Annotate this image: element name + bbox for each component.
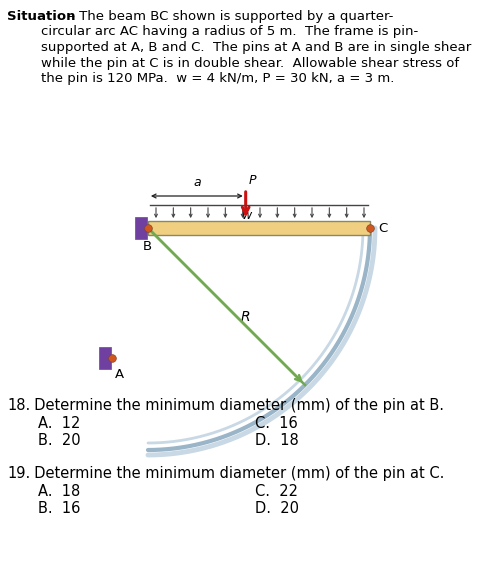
Bar bbox=[135, 217, 147, 239]
Bar bbox=[99, 347, 111, 369]
Text: B: B bbox=[142, 240, 151, 253]
Bar bbox=[148, 221, 370, 235]
Text: w: w bbox=[242, 209, 252, 222]
Text: the pin is 120 MPa.  w = 4 kN/m, P = 30 kN, a = 3 m.: the pin is 120 MPa. w = 4 kN/m, P = 30 k… bbox=[7, 72, 394, 85]
Text: B.  16: B. 16 bbox=[38, 501, 80, 516]
Text: while the pin at C is in double shear.  Allowable shear stress of: while the pin at C is in double shear. A… bbox=[7, 56, 459, 69]
Text: supported at A, B and C.  The pins at A and B are in single shear: supported at A, B and C. The pins at A a… bbox=[7, 41, 471, 54]
Text: Situation: Situation bbox=[7, 10, 75, 23]
Text: a: a bbox=[193, 176, 201, 189]
Text: 19.: 19. bbox=[7, 466, 30, 481]
Text: A: A bbox=[115, 368, 124, 381]
Text: D.  20: D. 20 bbox=[255, 501, 299, 516]
Text: A.  18: A. 18 bbox=[38, 484, 80, 499]
Text: B.  20: B. 20 bbox=[38, 433, 80, 448]
Text: 18.: 18. bbox=[7, 398, 30, 413]
Text: P: P bbox=[248, 174, 256, 187]
Text: circular arc AC having a radius of 5 m.  The frame is pin-: circular arc AC having a radius of 5 m. … bbox=[7, 25, 418, 38]
Text: C: C bbox=[378, 223, 387, 236]
Text: – The beam BC shown is supported by a quarter-: – The beam BC shown is supported by a qu… bbox=[64, 10, 393, 23]
Text: R: R bbox=[240, 311, 250, 324]
Text: Determine the minimum diameter (mm) of the pin at C.: Determine the minimum diameter (mm) of t… bbox=[25, 466, 444, 481]
Text: D.  18: D. 18 bbox=[255, 433, 299, 448]
Text: A.  12: A. 12 bbox=[38, 416, 80, 431]
Text: C.  22: C. 22 bbox=[255, 484, 298, 499]
Text: C.  16: C. 16 bbox=[255, 416, 298, 431]
Text: Determine the minimum diameter (mm) of the pin at B.: Determine the minimum diameter (mm) of t… bbox=[25, 398, 444, 413]
